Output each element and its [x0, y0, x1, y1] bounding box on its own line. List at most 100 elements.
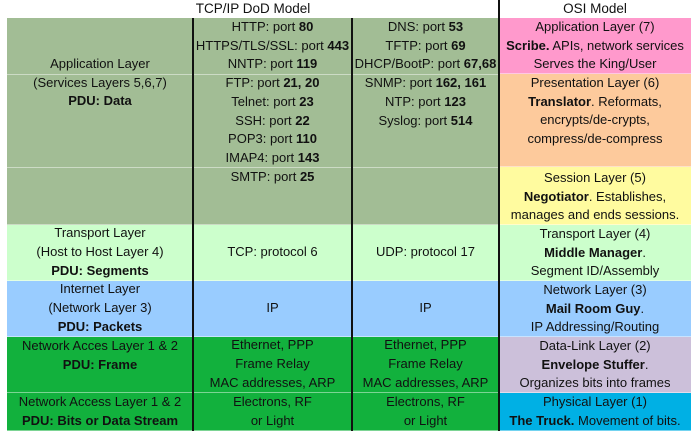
bold-text: 143 — [297, 149, 320, 165]
cell-line: Mail Room Guy. — [546, 300, 644, 319]
cell-line: Syslog: port 514 — [379, 112, 473, 131]
tcpip-internet-col-b: IP — [352, 281, 499, 337]
cell-line: Negotiator. Establishes, — [524, 188, 666, 207]
tcpip-internet-col-a: IP — [193, 281, 352, 337]
cell-line: NNTP: port 119 — [228, 55, 318, 74]
cell-line: DHCP/BootP: port 67,68 — [355, 55, 497, 74]
text: Session Layer (5) — [544, 170, 646, 185]
osi-presentation-layer: Presentation Layer (6) Translator. Reform… — [499, 74, 691, 167]
text: HTTPS/TLS/SSL: port — [195, 37, 328, 53]
bold-text: 67,68 — [463, 56, 497, 72]
row-divider — [7, 167, 499, 168]
column-divider — [351, 18, 353, 431]
cell-line: Application Layer (7) — [535, 18, 654, 37]
bold-text: 443 — [327, 37, 350, 53]
text: compress/de-compress — [527, 131, 663, 147]
cell-line: PDU: Bits or Data Stream — [22, 412, 178, 431]
cell-line: (Host to Host Layer 4) — [36, 243, 163, 262]
cell-line: IMAP4: port 143 — [226, 149, 320, 168]
text: SNMP: port — [364, 75, 436, 91]
text: IP — [266, 300, 279, 316]
text: TCP: protocol 6 — [227, 244, 318, 260]
cell-line: HTTPS/TLS/SSL: port 443 — [196, 37, 349, 56]
text: Syslog: port — [378, 112, 451, 128]
bold-text: The Truck. — [509, 412, 575, 428]
text: (Host to Host Layer 4) — [36, 244, 164, 260]
cell-line: or Light — [404, 412, 447, 431]
text: HTTP: port — [231, 19, 299, 34]
cell-line: Electrons, RF — [386, 393, 465, 412]
osi-transport-layer: Transport Layer (4) Middle Manager. Segmen… — [499, 225, 691, 281]
bold-text: 69 — [451, 37, 466, 53]
bold-text: 80 — [298, 19, 314, 34]
bold-text: Middle Manager — [544, 244, 643, 260]
tcpip-network-access-col-a: Ethernet, PPP Frame Relay MAC addresses, A… — [193, 337, 352, 393]
cell-line: Translator. Reformats, — [528, 93, 662, 112]
text: NNTP: port — [227, 56, 297, 72]
tcpip-internet-layer: Internet Layer (Network Layer 3) PDU: Pack… — [7, 281, 193, 337]
cell-line: Internet Layer — [60, 280, 140, 299]
bold-text: Scribe. — [506, 37, 550, 53]
text: Frame Relay — [235, 356, 310, 372]
cell-line: Envelope Stuffer. — [542, 356, 649, 375]
bold-text: 119 — [296, 56, 318, 72]
cell-line: (Network Layer 3) — [48, 299, 151, 318]
text: Transport Layer — [54, 225, 146, 241]
text: Application Layer — [50, 56, 150, 71]
tcpip-physical-layer: Network Access Layer 1 & 2 PDU: Bits or D… — [7, 393, 193, 431]
text: DNS: port — [387, 19, 449, 34]
tcpip-transport-col-a: TCP: protocol 6 — [193, 225, 352, 281]
bold-text: PDU: Bits or Data Stream — [21, 412, 179, 428]
cell-line: UDP: protocol 17 — [376, 243, 475, 262]
text: TFTP: port — [385, 37, 452, 53]
cell-line: Scribe. APIs, network services — [506, 37, 684, 56]
cell-line: Network Access Layer 1 & 2 — [19, 393, 182, 412]
cell-line: FTP: port 21, 20 — [226, 74, 320, 93]
text: SSH: port — [235, 112, 296, 128]
osi-network-layer: Network Layer (3) Mail Room Guy. IP Addres… — [499, 281, 691, 337]
bold-text: Mail Room Guy — [545, 300, 641, 316]
cell-line: POP3: port 110 — [228, 130, 317, 149]
text: . — [642, 244, 646, 260]
bold-text: 110 — [295, 131, 317, 147]
text: Application Layer (7) — [535, 19, 655, 34]
cell-line: Presentation Layer (6) — [531, 74, 660, 93]
text: Ethernet, PPP — [231, 337, 314, 353]
bold-text: 53 — [448, 19, 464, 34]
text: . — [644, 356, 649, 372]
cell-line: Network Layer (3) — [543, 281, 646, 300]
bold-text: Translator — [528, 93, 592, 109]
text: Presentation Layer (6) — [530, 75, 660, 90]
osi-application-layer: Application Layer (7) Scribe. APIs, netwo… — [499, 18, 691, 74]
text: Network Layer (3) — [543, 282, 647, 297]
bold-text: PDU: Data — [68, 93, 132, 109]
text: Telnet: port — [231, 93, 300, 109]
cell-line: Network Acces Layer 1 & 2 — [22, 337, 178, 356]
tcpip-network-access-layer: Network Acces Layer 1 & 2 PDU: Frame — [7, 337, 193, 393]
bold-text: Envelope Stuffer — [541, 356, 645, 372]
cell-line: Segment ID/Assembly — [531, 262, 660, 281]
text: Data-Link Layer (2) — [539, 338, 651, 353]
osi-datalink-layer: Data-Link Layer (2) Envelope Stuffer. Orga… — [499, 337, 691, 393]
text: UDP: protocol 17 — [376, 244, 475, 260]
cell-line: encrypts/de-crypts, — [540, 111, 650, 130]
cell-line: Telnet: port 23 — [231, 93, 313, 112]
cell-line: HTTP: port 80 — [232, 18, 314, 37]
cell-line: PDU: Data — [68, 92, 132, 111]
bold-text: Negotiator — [523, 188, 589, 204]
text: Transport Layer (4) — [539, 226, 651, 241]
cell-line: DNS: port 53 — [388, 18, 463, 37]
text: (Network Layer 3) — [48, 300, 152, 316]
cell-line: Session Layer (5) — [544, 169, 646, 188]
text: (Services Layers 5,6,7) — [33, 74, 167, 90]
text: FTP: port — [225, 75, 284, 91]
cell-line: IP — [419, 299, 431, 318]
cell-line: compress/de-compress — [527, 130, 662, 149]
cell-line: SSH: port 22 — [235, 112, 309, 131]
column-divider — [192, 18, 194, 431]
text: Frame Relay — [388, 356, 463, 372]
cell-line: PDU: Frame — [63, 356, 137, 375]
tcpip-application-layer: Application Layer (Services Layers 5,6,7)… — [7, 18, 193, 225]
cell-line: SMTP: port 25 — [231, 168, 315, 187]
cell-line: (Services Layers 5,6,7) — [33, 74, 167, 93]
